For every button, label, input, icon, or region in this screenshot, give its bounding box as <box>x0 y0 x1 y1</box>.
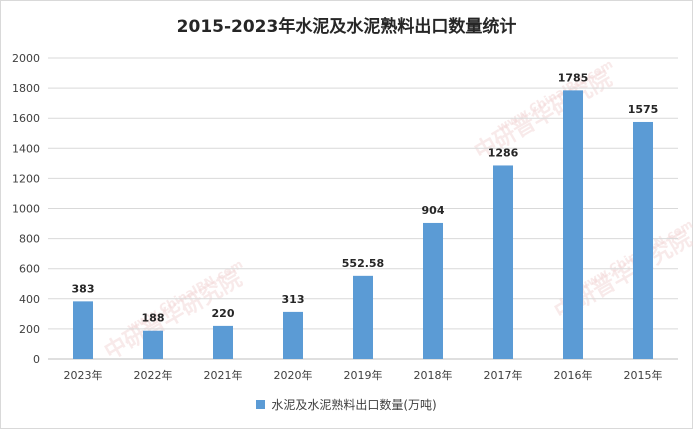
data-label: 1286 <box>488 146 519 159</box>
data-label: 383 <box>72 282 95 295</box>
data-label: 313 <box>282 293 305 306</box>
y-tick-label: 200 <box>19 323 40 336</box>
data-label: 1575 <box>628 103 659 116</box>
x-tick-label: 2017年 <box>484 368 523 382</box>
y-tick-label: 1200 <box>12 172 40 185</box>
y-tick-label: 1000 <box>12 203 40 216</box>
bar <box>73 301 93 359</box>
y-tick-label: 2000 <box>12 52 40 65</box>
x-tick-label: 2023年 <box>64 368 103 382</box>
data-label: 552.58 <box>342 257 384 270</box>
data-labels: 383 188 220 313 552.58 904 1286 1785 1575 <box>72 71 659 324</box>
bar <box>633 121 653 360</box>
bar <box>423 222 443 359</box>
y-tick-label: 600 <box>19 263 40 276</box>
bar <box>213 325 233 359</box>
y-axis: 0 200 400 600 800 1000 1200 1400 1600 1800 2000 <box>12 52 40 366</box>
y-tick-label: 1800 <box>12 82 40 95</box>
legend-label: 水泥及水泥熟料出口数量(万吨) <box>271 398 437 412</box>
bar <box>353 275 373 359</box>
bars <box>73 90 653 360</box>
x-tick-label: 2019年 <box>344 368 383 382</box>
data-label: 220 <box>212 307 235 320</box>
y-tick-label: 800 <box>19 233 40 246</box>
chart-title: 2015-2023年水泥及水泥熟料出口数量统计 <box>176 17 517 37</box>
x-tick-label: 2016年 <box>554 368 593 382</box>
y-tick-label: 1600 <box>12 112 40 125</box>
y-tick-label: 1400 <box>12 142 40 155</box>
legend: 水泥及水泥熟料出口数量(万吨) <box>0 396 693 413</box>
x-tick-label: 2018年 <box>414 368 453 382</box>
data-label: 904 <box>422 204 445 217</box>
x-tick-label: 2021年 <box>204 368 243 382</box>
x-tick-label: 2020年 <box>274 368 313 382</box>
x-tick-label: 2015年 <box>624 368 663 382</box>
bar <box>143 330 163 359</box>
data-label: 188 <box>142 312 165 325</box>
bar <box>283 311 303 359</box>
bar <box>563 90 583 360</box>
watermark-layer: 中研普华研究院www.ChinaIRN.com中研普华研究院www.ChinaI… <box>100 57 693 365</box>
x-axis: 2023年 2022年 2021年 2020年 2019年 2018年 2017年 2016年… <box>64 368 663 382</box>
y-tick-label: 400 <box>19 293 40 306</box>
legend-swatch <box>256 400 266 409</box>
y-tick-label: 0 <box>33 353 40 366</box>
data-label: 1785 <box>558 71 589 84</box>
x-tick-label: 2022年 <box>134 368 173 382</box>
bar <box>493 165 513 359</box>
